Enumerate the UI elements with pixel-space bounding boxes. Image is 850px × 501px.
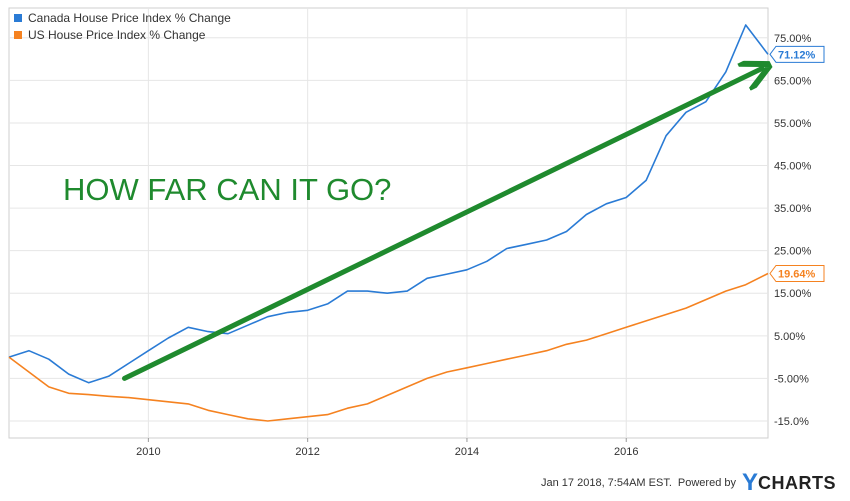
y-tick-label: 55.00%: [774, 118, 812, 130]
legend-swatch-us: [14, 30, 22, 39]
legend-item-canada[interactable]: Canada House Price Index % Change: [14, 9, 231, 26]
last-value-badge-box: [769, 264, 825, 282]
plot-frame: [8, 7, 769, 439]
ycharts-logo-y: Y: [741, 469, 758, 496]
ycharts-logo-text: CHARTS: [758, 473, 836, 493]
powered-by-label: Powered by: [677, 477, 736, 489]
x-tick-label: 2010: [136, 446, 160, 458]
y-tick-label: 5.00%: [774, 331, 805, 343]
legend-item-us[interactable]: US House Price Index % Change: [14, 26, 231, 43]
series-line-us: [8, 272, 769, 422]
last-value-badge-us: 19.64%: [769, 264, 825, 282]
last-value-badge-box: [769, 45, 825, 63]
legend-label-canada: Canada House Price Index % Change: [28, 10, 231, 25]
annotation-arrow: [121, 68, 762, 381]
timestamp: Jan 17 2018, 7:54AM EST.: [541, 477, 672, 489]
annotation-text: HOW FAR CAN IT GO?: [63, 172, 391, 207]
x-tick-label: 2016: [614, 446, 638, 458]
legend: Canada House Price Index % Change US Hou…: [14, 9, 231, 43]
legend-label-us: US House Price Index % Change: [28, 27, 206, 42]
y-tick-label: 25.00%: [774, 246, 812, 258]
y-tick-label: -5.00%: [774, 373, 809, 385]
x-tick-label: 2012: [295, 446, 319, 458]
last-value-label: 19.64%: [778, 268, 816, 280]
y-tick-label: 65.00%: [774, 75, 812, 87]
series-line-canada: [8, 24, 769, 384]
y-tick-label: -15.0%: [774, 416, 809, 428]
y-tick-label: 75.00%: [774, 33, 812, 45]
legend-swatch-canada: [14, 13, 22, 22]
x-tick-label: 2014: [455, 446, 479, 458]
footer: Jan 17 2018, 7:54AM EST. Powered by Y CHA…: [541, 469, 836, 496]
y-tick-label: 15.00%: [774, 288, 812, 300]
ycharts-logo[interactable]: Y CHARTS: [741, 469, 836, 496]
y-tick-label: 35.00%: [774, 203, 812, 215]
y-tick-label: 45.00%: [774, 161, 812, 173]
last-value-badge-canada: 71.12%: [769, 45, 825, 63]
last-value-label: 71.12%: [778, 49, 816, 61]
